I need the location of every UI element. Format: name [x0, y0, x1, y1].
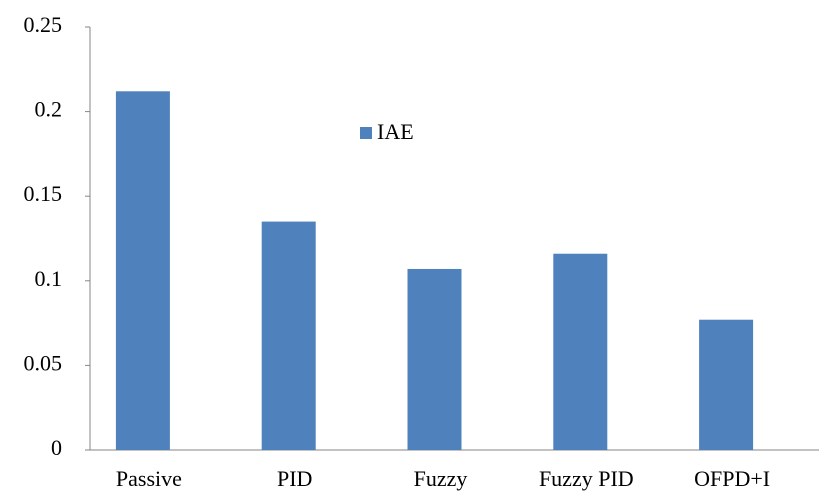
x-tick-label: Fuzzy — [414, 466, 468, 491]
y-tick-label: 0.2 — [35, 97, 63, 122]
bar — [261, 221, 316, 450]
y-tick-label: 0.15 — [24, 181, 63, 206]
legend-label: IAE — [377, 119, 414, 144]
y-tick-label: 0.25 — [24, 12, 63, 37]
x-tick-label: Fuzzy PID — [539, 466, 634, 491]
y-tick-label: 0.1 — [35, 266, 63, 291]
bar — [553, 253, 608, 450]
x-tick-label: OFPD+I — [694, 466, 770, 491]
bar — [407, 268, 462, 450]
legend-key — [360, 127, 372, 139]
y-tick-label: 0.05 — [24, 350, 63, 375]
x-tick-label: Passive — [116, 466, 182, 491]
y-tick-label: 0 — [51, 435, 62, 460]
x-tick-label: PID — [277, 466, 312, 491]
bar — [699, 319, 754, 450]
bar — [115, 91, 170, 451]
